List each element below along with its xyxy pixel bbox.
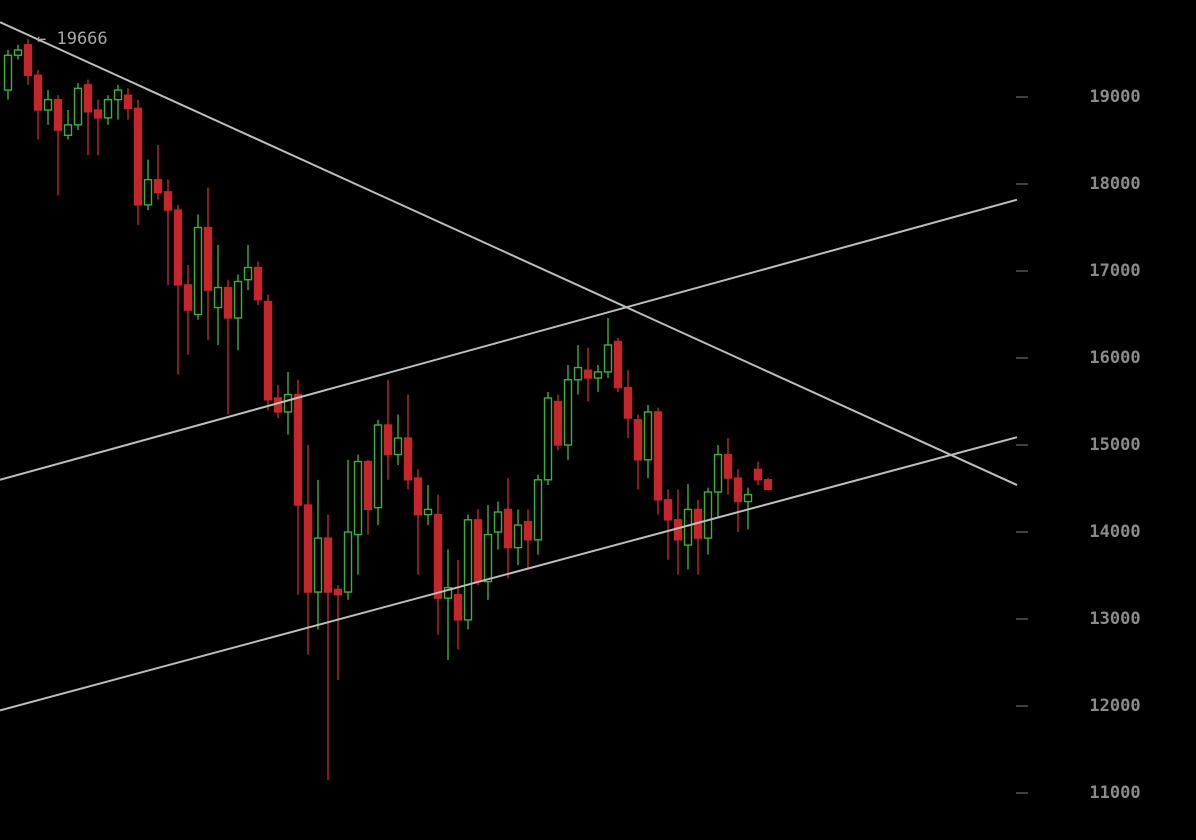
candle-body: [473, 519, 483, 583]
candle-body: [83, 84, 93, 113]
candle-body: [243, 266, 253, 281]
y-tick-label: 17000: [1089, 261, 1140, 281]
candle-body: [483, 533, 493, 583]
candle-body: [523, 520, 533, 541]
candle-body: [383, 424, 393, 456]
candle-body: [423, 508, 433, 516]
y-tick-label: 16000: [1089, 348, 1140, 368]
candle-body: [183, 284, 193, 311]
y-tick-label: 11000: [1089, 783, 1140, 803]
candle-body: [763, 479, 773, 491]
candle-body: [443, 586, 453, 599]
y-tick-label: 12000: [1089, 696, 1140, 716]
candle-body: [203, 226, 213, 291]
candle-body: [173, 209, 183, 286]
y-tick-label: 13000: [1089, 609, 1140, 629]
candle-body: [113, 89, 123, 101]
candle-body: [153, 178, 163, 194]
candle-body: [403, 437, 413, 481]
candle-body: [53, 98, 63, 131]
candle-body: [123, 94, 133, 110]
candle-body: [733, 477, 743, 503]
candle-body: [223, 286, 233, 319]
candle-body: [493, 511, 503, 533]
candle-body: [373, 424, 383, 509]
candle-body: [593, 371, 603, 379]
candle-body: [433, 513, 443, 599]
candle-body: [103, 98, 113, 119]
candle-body: [143, 178, 153, 206]
candle-body: [293, 393, 303, 506]
candle-body: [583, 369, 593, 379]
candle-body: [643, 411, 653, 461]
y-tick-label: 18000: [1089, 174, 1140, 194]
trend-line: [0, 198, 1018, 481]
candle-body: [73, 87, 83, 126]
candle-body: [313, 537, 323, 593]
y-tick-label: 15000: [1089, 435, 1140, 455]
candle-body: [463, 519, 473, 621]
candle-body: [503, 508, 513, 549]
candle-body: [703, 491, 713, 539]
candle-body: [563, 379, 573, 446]
candle-body: [553, 400, 563, 446]
candle-body: [353, 460, 363, 536]
candle-body: [33, 74, 43, 111]
candle-body: [93, 109, 103, 119]
candle-body: [13, 49, 23, 56]
candle-body: [163, 191, 173, 211]
candle-body: [713, 453, 723, 493]
candle-body: [43, 98, 53, 111]
candle-body: [573, 366, 583, 381]
candle-body: [283, 393, 293, 413]
y-tick-label: 19000: [1089, 87, 1140, 107]
candle-body: [333, 588, 343, 596]
candle-body: [233, 280, 243, 319]
candle-body: [193, 226, 203, 316]
max-label: ← 19666: [36, 29, 108, 49]
trend-line: [0, 21, 1018, 486]
candle-body: [533, 479, 543, 541]
candle-body: [513, 524, 523, 549]
candle-body: [653, 411, 663, 501]
candle-body: [253, 266, 263, 301]
candle-body: [63, 124, 73, 136]
candle-body: [393, 437, 403, 456]
candle-body: [453, 593, 463, 621]
candle-body: [343, 531, 353, 593]
y-tick-label: 14000: [1089, 522, 1140, 542]
candle-body: [543, 397, 553, 481]
candle-body: [623, 386, 633, 419]
candle-body: [663, 499, 673, 521]
candle-body: [3, 54, 13, 91]
candle-body: [363, 460, 373, 511]
candle-body: [413, 477, 423, 516]
candle-body: [753, 468, 763, 481]
candle-body: [213, 286, 223, 309]
candle-body: [23, 44, 33, 76]
candle-body: [603, 344, 613, 373]
candle-body: [633, 419, 643, 461]
candle-body: [263, 300, 273, 401]
candle-body: [133, 107, 143, 206]
candle-body: [613, 340, 623, 389]
candle-body: [743, 493, 753, 503]
candle-body: [303, 504, 313, 593]
candle-body: [323, 537, 333, 593]
trend-line: [0, 436, 1018, 712]
candle-body: [723, 453, 733, 479]
candle-body: [273, 397, 283, 413]
